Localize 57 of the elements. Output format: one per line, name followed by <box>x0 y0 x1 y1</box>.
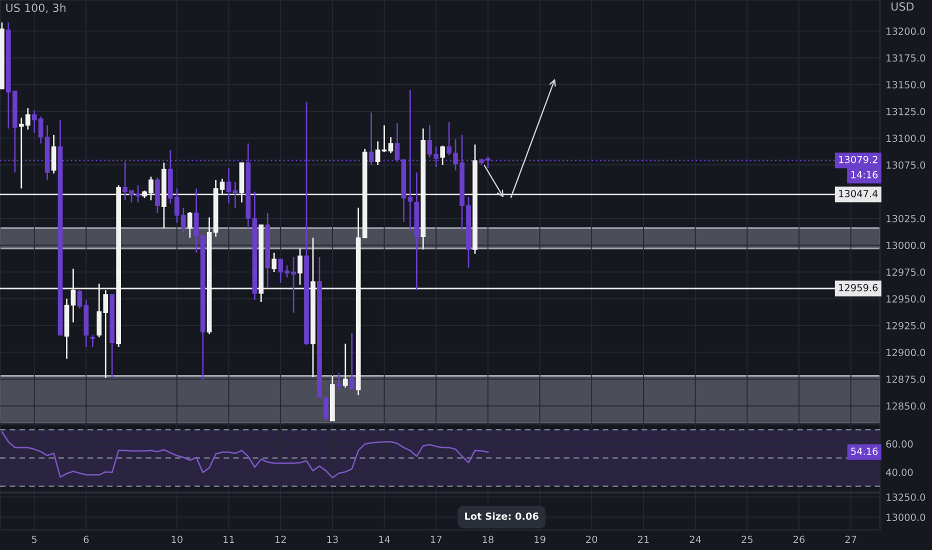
candlestick <box>226 167 232 204</box>
x-tick-label: 6 <box>84 536 89 544</box>
y-tick-label: 13025.0 <box>886 214 926 222</box>
x-tick-label: 25 <box>742 536 752 544</box>
y-tick-label: 13150.0 <box>886 81 926 88</box>
y-tick-label: 13250.0 <box>886 494 926 501</box>
y-tick-label: 40.00 <box>886 468 913 476</box>
x-tick-label: 24 <box>690 536 701 543</box>
x-tick-label: 19 <box>534 536 546 544</box>
x-tick-label: 14 <box>379 536 390 543</box>
candlestick <box>187 211 192 238</box>
x-tick-label: 10 <box>172 536 182 544</box>
x-tick-label: 12 <box>275 536 286 543</box>
x-tick-label: 11 <box>224 536 234 543</box>
ref-line-label: 12959.6 <box>839 284 878 292</box>
y-tick-label: 12950.0 <box>886 295 926 303</box>
candlestick <box>77 290 82 310</box>
x-tick-label: 20 <box>586 536 598 544</box>
candlestick <box>388 136 394 154</box>
candlestick <box>272 252 277 273</box>
candlestick <box>342 343 348 388</box>
x-tick-label: 13 <box>327 536 338 544</box>
y-tick-label: 13000.0 <box>886 242 926 250</box>
y-tick-label: 13000.0 <box>886 514 926 521</box>
x-tick-label: 27 <box>845 536 856 543</box>
candlestick <box>440 144 446 166</box>
x-tick-label: 21 <box>638 536 649 543</box>
x-tick-label: 5 <box>32 536 37 544</box>
y-tick-label: 12850.0 <box>886 402 926 410</box>
y-tick-label: 60.00 <box>886 440 913 448</box>
candlestick <box>90 334 96 348</box>
y-tick-label: 12900.0 <box>886 348 926 356</box>
candlestick <box>298 248 302 286</box>
candlestick <box>375 140 380 166</box>
y-tick-label: 13200.0 <box>886 28 926 35</box>
y-tick-label: 12925.0 <box>886 322 926 330</box>
y-tick-label: 13100.0 <box>886 134 926 142</box>
ref-line-label: 13047.4 <box>839 190 878 198</box>
x-tick-label: 17 <box>430 536 442 543</box>
y-tick-label: 12975.0 <box>886 268 926 276</box>
y-tick-label: 13125.0 <box>886 108 926 116</box>
candlestick <box>349 332 354 390</box>
ref-line-label: 13079.2 <box>839 156 878 164</box>
line-series <box>1 431 489 478</box>
annotation: Lot Size: 0.06 <box>465 512 538 520</box>
x-tick-label: 18 <box>482 536 494 544</box>
y-axis-title: USD <box>892 2 914 11</box>
x-tick-label: 26 <box>794 536 805 544</box>
candlestick <box>51 134 56 174</box>
chart-title: US 100, 3h <box>6 3 66 14</box>
candlestick <box>382 124 387 153</box>
candlestick <box>336 372 342 390</box>
annotation: 54.16 <box>851 448 878 455</box>
annotation: 14:16 <box>851 171 878 178</box>
y-tick-label: 13175.0 <box>886 54 926 62</box>
y-tick-label: 13075.0 <box>886 161 926 169</box>
y-tick-label: 12875.0 <box>886 376 926 383</box>
